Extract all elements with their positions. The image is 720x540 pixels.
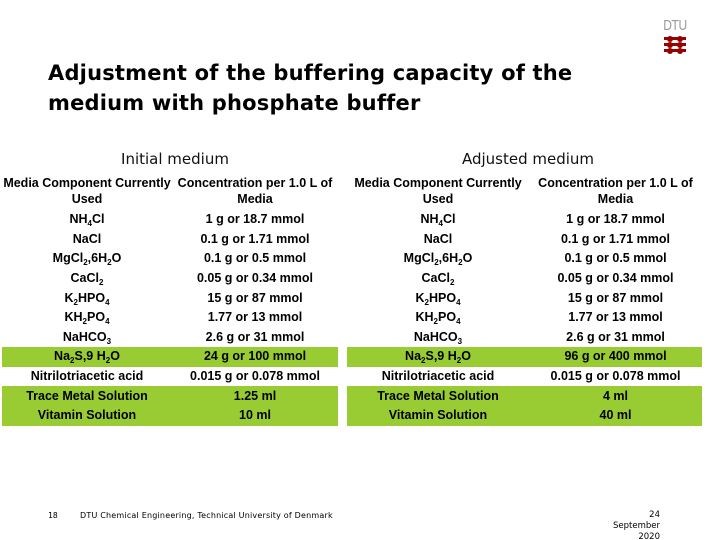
component-cell: NH4Cl <box>420 212 456 229</box>
column-header-component: Media Component Currently Used <box>354 176 522 206</box>
table-row: Vitamin Solution 40 ml <box>347 405 702 426</box>
component-cell: CaCl2 <box>70 271 104 288</box>
table-row: NaHCO3 2.6 g or 31 mmol <box>2 328 338 348</box>
concentration-cell: 0.1 g or 0.5 mmol <box>203 251 307 266</box>
component-cell: KH2PO4 <box>415 310 461 327</box>
column-header-concentration: Concentration per 1.0 L of Media <box>538 176 693 206</box>
component-cell: K2HPO4 <box>415 290 461 307</box>
component-cell: MgCl2,6H2O <box>403 251 473 268</box>
component-cell: NaCl <box>423 231 453 246</box>
concentration-cell: 96 g or 400 mmol <box>529 347 702 367</box>
footer-date: 24 September 2020 <box>580 510 660 540</box>
date-month: September <box>613 521 660 531</box>
table-row: K2HPO4 15 g or 87 mmol <box>347 288 702 308</box>
concentration-cell: 0.1 g or 1.71 mmol <box>200 231 310 246</box>
concentration-cell: 2.6 g or 31 mmol <box>566 329 665 344</box>
dtu-logo-icon <box>658 35 692 54</box>
footer-organization: DTU Chemical Engineering, Technical Univ… <box>80 511 333 520</box>
table-row: MgCl2,6H2O 0.1 g or 0.5 mmol <box>347 249 702 269</box>
table-row: NaHCO3 2.6 g or 31 mmol <box>347 328 702 348</box>
column-header-concentration: Concentration per 1.0 L of Media <box>177 176 333 206</box>
component-cell: Nitrilotriacetic acid <box>381 369 495 384</box>
table-row: NH4Cl 1 g or 18.7 mmol <box>2 210 338 230</box>
component-cell: Vitamin Solution <box>2 405 172 426</box>
initial-medium-title: Initial medium <box>121 150 229 168</box>
concentration-cell: 10 ml <box>172 405 338 426</box>
table-row: Na2S,9 H2O 24 g or 100 mmol <box>2 347 338 367</box>
page-number: 18 <box>48 511 58 520</box>
concentration-cell: 24 g or 100 mmol <box>172 347 338 367</box>
concentration-cell: 0.05 g or 0.34 mmol <box>557 271 674 286</box>
component-cell: Trace Metal Solution <box>2 386 172 406</box>
date-year: 2020 <box>638 532 660 540</box>
component-cell: NH4Cl <box>69 212 105 229</box>
concentration-cell: 15 g or 87 mmol <box>207 290 303 305</box>
component-cell: NaHCO3 <box>62 329 112 346</box>
component-cell: Nitrilotriacetic acid <box>30 369 144 384</box>
logo-text: DTU <box>663 17 687 34</box>
component-cell: MgCl2,6H2O <box>52 251 122 268</box>
component-cell: NaCl <box>72 231 102 246</box>
table-row: CaCl2 0.05 g or 0.34 mmol <box>347 269 702 289</box>
table-header-row: Media Component Currently Used Concentra… <box>347 172 702 210</box>
component-cell: Na2S,9 H2O <box>2 347 172 367</box>
component-cell: Vitamin Solution <box>347 405 529 426</box>
table-row: KH2PO4 1.77 or 13 mmol <box>2 308 338 328</box>
table-row: KH2PO4 1.77 or 13 mmol <box>347 308 702 328</box>
concentration-cell: 40 ml <box>529 405 702 426</box>
table-row: NH4Cl 1 g or 18.7 mmol <box>347 210 702 230</box>
concentration-cell: 15 g or 87 mmol <box>567 290 664 305</box>
table-row: Trace Metal Solution 4 ml <box>347 386 702 406</box>
table-row: Nitrilotriacetic acid 0.015 g or 0.078 mm… <box>2 367 338 387</box>
component-cell: CaCl2 <box>421 271 455 288</box>
component-cell: K2HPO4 <box>64 290 110 307</box>
date-day: 24 <box>649 510 660 520</box>
concentration-cell: 0.015 g or 0.078 mmol <box>190 369 320 384</box>
adjusted-medium-title: Adjusted medium <box>461 150 595 168</box>
concentration-cell: 1.25 ml <box>172 386 338 406</box>
adjusted-medium-table: Media Component Currently Used Concentra… <box>347 172 702 426</box>
table-row: K2HPO4 15 g or 87 mmol <box>2 288 338 308</box>
component-cell: Na2S,9 H2O <box>347 347 529 367</box>
table-row: Trace Metal Solution 1.25 ml <box>2 386 338 406</box>
table-row: Nitrilotriacetic acid 0.015 g or 0.078 mm… <box>347 367 702 387</box>
concentration-cell: 0.1 g or 1.71 mmol <box>560 231 671 246</box>
concentration-cell: 2.6 g or 31 mmol <box>205 329 305 344</box>
column-header-component: Media Component Currently Used <box>3 176 171 206</box>
concentration-cell: 1 g or 18.7 mmol <box>205 212 305 227</box>
table-row: Na2S,9 H2O 96 g or 400 mmol <box>347 347 702 367</box>
table-row: NaCl 0.1 g or 1.71 mmol <box>347 230 702 250</box>
dtu-logo: DTU <box>658 17 692 54</box>
component-cell: KH2PO4 <box>64 310 110 327</box>
table-row: Vitamin Solution 10 ml <box>2 405 338 426</box>
component-cell: NaHCO3 <box>413 329 463 346</box>
concentration-cell: 1.77 or 13 mmol <box>207 310 303 325</box>
concentration-cell: 0.1 g or 0.5 mmol <box>564 251 667 266</box>
table-row: NaCl 0.1 g or 1.71 mmol <box>2 230 338 250</box>
table-row: MgCl2,6H2O 0.1 g or 0.5 mmol <box>2 249 338 269</box>
concentration-cell: 1.77 or 13 mmol <box>568 310 663 325</box>
slide-title: Adjustment of the buffering capacity of … <box>48 61 573 115</box>
initial-medium-table: Media Component Currently Used Concentra… <box>2 172 338 426</box>
concentration-cell: 1 g or 18.7 mmol <box>566 212 665 227</box>
concentration-cell: 0.05 g or 0.34 mmol <box>196 271 314 286</box>
concentration-cell: 4 ml <box>529 386 702 406</box>
concentration-cell: 0.015 g or 0.078 mmol <box>550 369 681 384</box>
table-row: CaCl2 0.05 g or 0.34 mmol <box>2 269 338 289</box>
component-cell: Trace Metal Solution <box>347 386 529 406</box>
table-header-row: Media Component Currently Used Concentra… <box>2 172 338 210</box>
